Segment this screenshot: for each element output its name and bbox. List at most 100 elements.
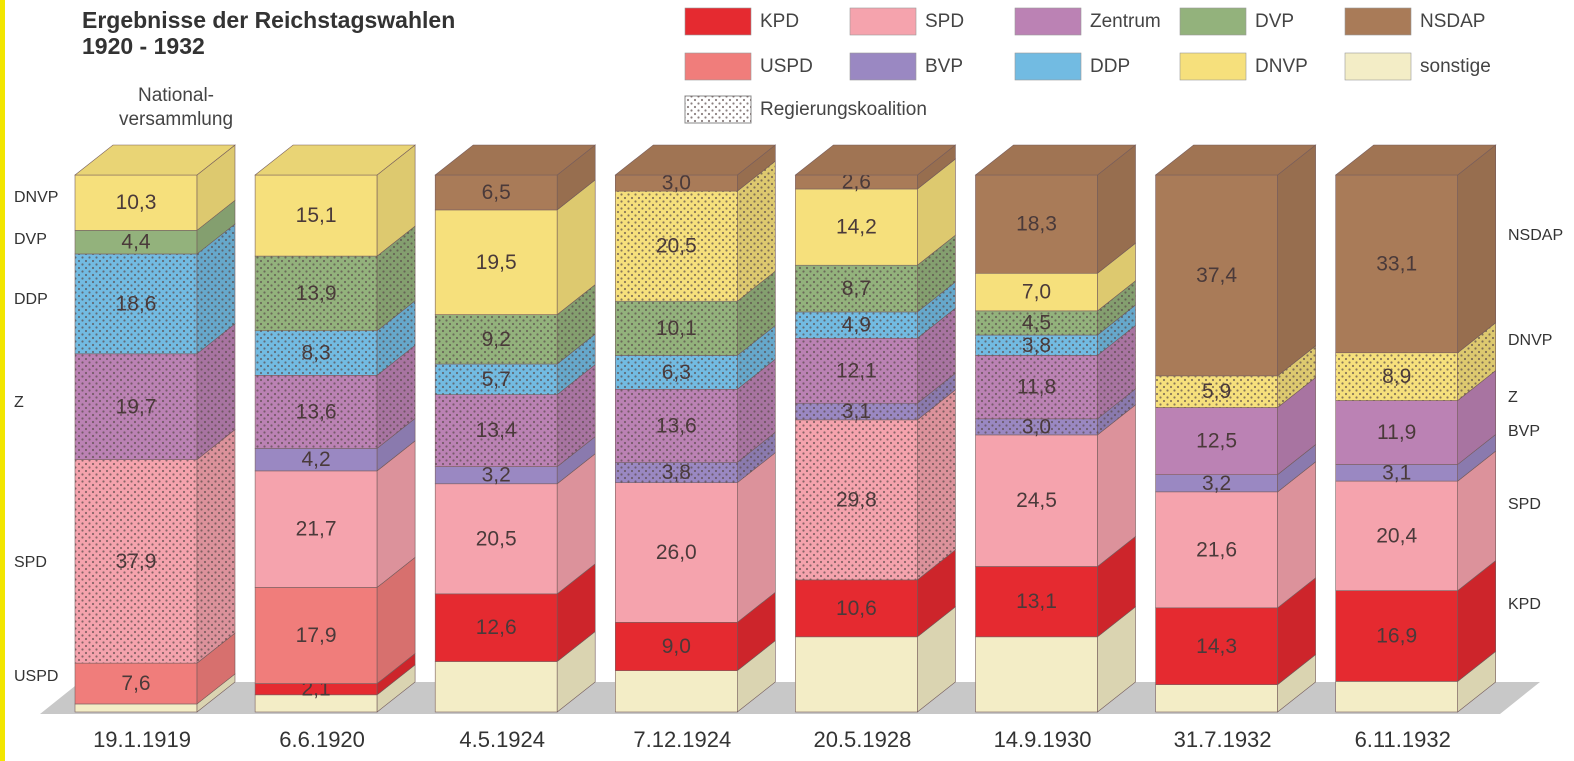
side-label: BVP <box>1508 423 1540 440</box>
data-label: 18,3 <box>1016 213 1057 236</box>
coalition-pattern <box>737 359 776 463</box>
data-label: 19,7 <box>116 395 157 418</box>
legend-label: USPD <box>760 56 813 77</box>
coalition-pattern <box>975 310 1098 336</box>
bar-top-shade <box>975 145 1136 175</box>
bar-side-shade <box>377 145 416 257</box>
data-label: 4,5 <box>1022 311 1051 334</box>
bar-side-shade <box>1277 461 1316 608</box>
data-label: 5,7 <box>482 368 511 391</box>
coalition-pattern <box>1277 345 1316 408</box>
bar-side-shade <box>377 440 416 588</box>
bar-side-shade <box>1277 577 1316 685</box>
bar-side-shade <box>917 145 956 189</box>
data-label: 15,1 <box>296 204 337 227</box>
legend-swatch <box>1344 52 1412 81</box>
bar-segment <box>254 174 378 257</box>
bar-segment <box>1155 491 1278 609</box>
data-label: 3,1 <box>842 400 871 423</box>
bar-side-shade <box>737 592 776 671</box>
coalition-pattern <box>737 271 776 356</box>
data-label: 19,5 <box>476 251 517 274</box>
coalition-swatch-pattern <box>685 96 751 123</box>
bar-side-shade <box>1457 370 1496 465</box>
bar-side-shade <box>1457 451 1496 591</box>
x-tick-label: 7.12.1924 <box>633 727 731 752</box>
coalition-pattern <box>197 429 235 664</box>
data-label: 8,7 <box>842 277 871 300</box>
data-label: 11,8 <box>1017 376 1056 399</box>
bar-segment <box>1155 607 1278 685</box>
data-label: 3,8 <box>662 461 691 484</box>
coalition-pattern <box>1097 388 1136 435</box>
data-label: 9,2 <box>482 328 511 351</box>
data-label: 24,5 <box>1016 489 1057 512</box>
side-label: Z <box>14 394 24 411</box>
data-label: 13,9 <box>296 282 337 305</box>
bar-side-shade <box>1457 560 1496 682</box>
data-label: 12,5 <box>1196 430 1237 453</box>
data-label: 3,2 <box>482 464 511 487</box>
side-label: USPD <box>14 668 58 685</box>
bar-top-shade <box>435 145 596 175</box>
bar-side-shade <box>377 653 416 695</box>
coalition-pattern <box>795 419 918 580</box>
bar-segment <box>975 566 1098 638</box>
bar-top-shade <box>75 145 235 175</box>
coalition-pattern <box>435 314 558 365</box>
data-label: 3,1 <box>1382 461 1411 484</box>
data-label: 3,2 <box>1202 472 1231 495</box>
coalition-pattern <box>917 389 956 580</box>
bar-side-shade <box>1097 606 1136 712</box>
legend-label: NSDAP <box>1420 11 1485 32</box>
data-label: 13,1 <box>1016 590 1057 613</box>
coalition-pattern <box>615 389 738 463</box>
coalition-pattern <box>1097 305 1136 356</box>
bar-top-shade <box>1335 145 1496 175</box>
bar-segment <box>434 593 558 662</box>
bar-segment <box>1155 174 1278 377</box>
bar-side-shade <box>557 179 596 315</box>
coalition-pattern <box>795 338 918 404</box>
x-tick-label: 4.5.1924 <box>459 727 545 752</box>
legend-swatch <box>849 7 917 36</box>
coalition-pattern <box>615 462 738 483</box>
bar-top <box>1154 144 1317 176</box>
legend-label: DNVP <box>1255 56 1308 77</box>
bar-top <box>614 144 777 176</box>
coalition-pattern <box>197 223 235 354</box>
data-label: 7,0 <box>1022 281 1051 304</box>
side-label: SPD <box>14 554 47 571</box>
bar-segment <box>434 209 558 315</box>
coalition-label: Regierungskoalition <box>760 99 927 120</box>
coalition-pattern <box>795 311 918 339</box>
bar-segment <box>975 272 1098 312</box>
bar-side-shade <box>197 145 235 231</box>
chart-title: 1920 - 1932 <box>82 33 205 59</box>
legend-swatch <box>1179 52 1247 81</box>
legend-label: sonstige <box>1420 56 1491 77</box>
data-label: 12,1 <box>836 359 877 382</box>
data-label: 21,7 <box>296 518 337 541</box>
data-label: 26,0 <box>656 541 697 564</box>
data-label: 13,4 <box>476 419 517 442</box>
bar-segment <box>1335 681 1458 713</box>
bar-side-shade <box>197 673 235 712</box>
coalition-pattern <box>255 256 378 331</box>
bar-segment <box>1155 684 1278 713</box>
data-label: 13,6 <box>656 414 697 437</box>
annotation: National- <box>138 85 214 106</box>
bar-side-shade <box>557 453 596 594</box>
coalition-pattern <box>737 432 776 483</box>
bar-top-shade <box>1155 145 1316 175</box>
coalition-pattern <box>917 308 956 404</box>
bar-side-shade <box>1457 145 1496 353</box>
bar-segment <box>975 434 1098 567</box>
annotation: versammlung <box>119 109 233 130</box>
data-label: 17,9 <box>296 624 337 647</box>
coalition-pattern <box>615 355 738 390</box>
bar-segment <box>1335 400 1458 465</box>
bar-side-shade <box>917 158 956 266</box>
bar-segment <box>1335 590 1458 682</box>
coalition-pattern <box>795 403 918 420</box>
